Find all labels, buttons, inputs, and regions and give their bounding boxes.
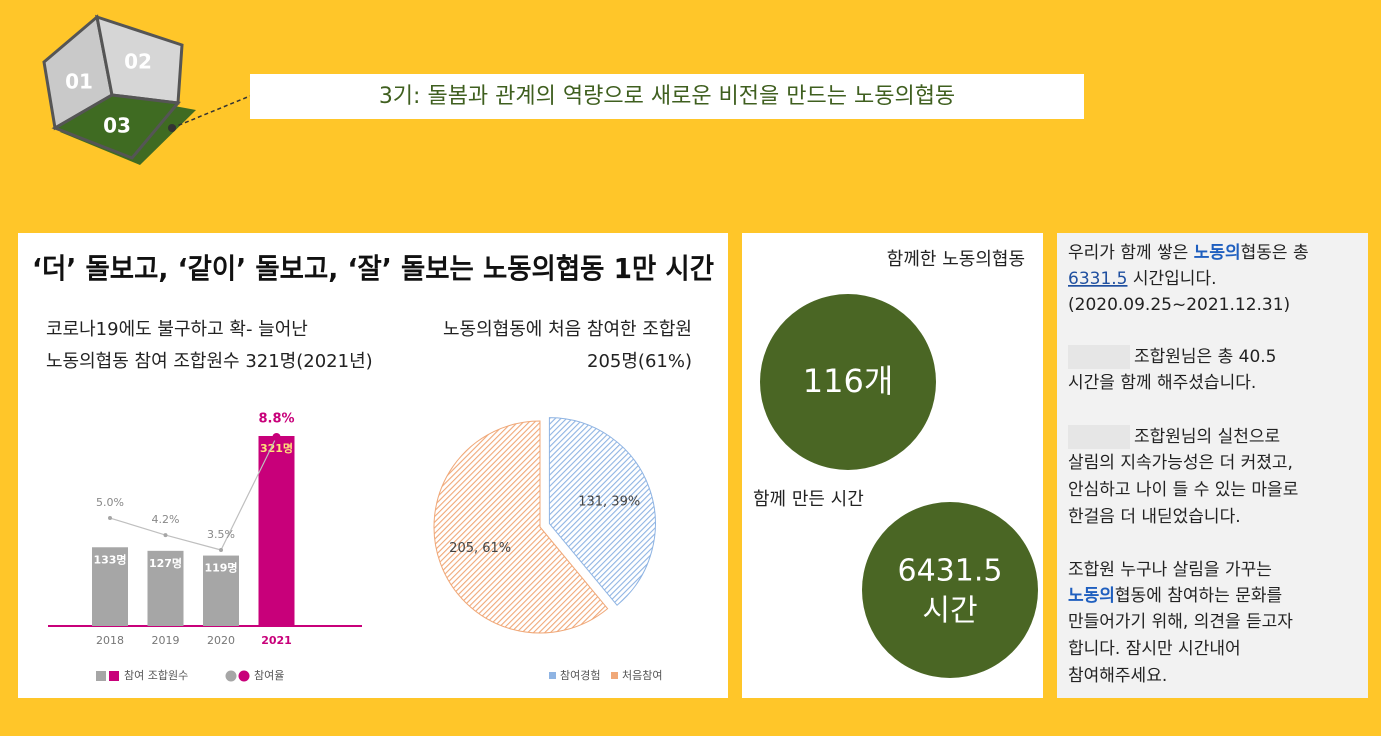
text: 협동은 총 (1241, 243, 1309, 263)
text: 우리가 함께 쌓은 (1068, 243, 1194, 263)
data-label: 3.5% (207, 528, 235, 541)
data-label: 205, 61% (449, 541, 511, 556)
rate-line (109, 436, 278, 551)
highlight: 노동의 (1068, 586, 1115, 606)
stat-value: 시간 (922, 594, 977, 629)
data-label: 8.8% (258, 412, 294, 427)
data-label: 131, 39% (578, 495, 640, 510)
bar (92, 547, 128, 626)
x-tick-label: 2018 (96, 634, 124, 647)
legend-label: 참여 조합원수 (124, 669, 188, 682)
x-tick-label: 2021 (261, 634, 292, 647)
legend-label: 참여경험 (560, 669, 600, 682)
bar (203, 555, 239, 626)
x-tick-label: 2020 (207, 634, 235, 647)
message-panel (1057, 233, 1368, 698)
message-line: 조합원님은 총 40.5 (1134, 347, 1277, 367)
cube-label: 03 (103, 114, 131, 138)
rate-point (272, 433, 281, 441)
legend-swatch (549, 672, 556, 679)
legend-swatch (225, 670, 237, 682)
rate-point (108, 516, 112, 521)
pie-slice (548, 417, 656, 606)
legend-label: 참여율 (254, 669, 284, 682)
cube-label: 02 (124, 50, 152, 74)
message-line: 시간을 함께 해주셨습니다. (1068, 373, 1256, 393)
message-line: 조합원 누구나 살림을 가꾸는 (1068, 560, 1272, 580)
data-label: 119명 (204, 561, 237, 575)
hours: 6331.5 (1068, 269, 1127, 289)
message-line: (2020.09.25~2021.12.31) (1068, 295, 1290, 315)
legend-swatch (238, 670, 250, 682)
data-label: 4.2% (152, 513, 180, 526)
chart-subtitle: 노동의협동에 처음 참여한 조합원 (443, 319, 692, 340)
data-label: 133명 (93, 552, 126, 566)
data-label: 5.0% (96, 496, 124, 509)
pie-slice (433, 420, 609, 634)
chart-subtitle: 코로나19에도 불구하고 확- 늘어난 (46, 319, 308, 340)
message-line: 살림의 지속가능성은 더 커졌고, (1068, 453, 1293, 473)
legend-swatch (109, 671, 119, 681)
cube-label: 01 (65, 70, 93, 94)
rate-point (219, 548, 223, 552)
message-line: 우리가 함께 쌓은 노동의협동은 총 (1068, 243, 1309, 263)
message-line: 6331.5 시간입니다. (1068, 269, 1217, 289)
data-label: 127명 (149, 556, 182, 570)
data-label: 321명 (260, 441, 293, 455)
infographic-title: ‘더’ 돌보고, ‘같이’ 돌보고, ‘잘’ 돌보는 노동의협동 1만 시간 (32, 252, 714, 285)
x-tick-label: 2019 (152, 634, 180, 647)
chart-subtitle: 노동의협동 참여 조합원수 321명(2021년) (46, 351, 373, 372)
chart-subtitle: 205명(61%) (587, 351, 692, 372)
cube-face (51, 93, 181, 160)
text: 시간입니다. (1127, 269, 1216, 289)
cube-icon: 01 02 03 (42, 14, 251, 165)
highlight: 노동의 (1194, 243, 1241, 263)
message-line: 안심하고 나이 들 수 있는 마을로 (1068, 480, 1298, 500)
message-line: 한걸음 더 내딛었습니다. (1068, 507, 1241, 527)
message-line: 합니다. 잠시만 시간내어 (1068, 639, 1241, 659)
legend-swatch (96, 671, 106, 681)
message-line: 조합원님의 실천으로 (1134, 427, 1280, 447)
stat-label: 함께 만든 시간 (753, 489, 864, 510)
bar (147, 550, 184, 626)
rate-point (163, 533, 168, 538)
message-line: 노동의협동에 참여하는 문화를 (1068, 586, 1282, 606)
legend-label: 처음참여 (622, 669, 662, 682)
header-title: 3기: 돌봄과 관계의 역량으로 새로운 비전을 만드는 노동의협동 (379, 84, 955, 109)
text: 협동에 참여하는 문화를 (1115, 586, 1282, 606)
bar (258, 436, 295, 626)
name-placeholder (1068, 345, 1130, 369)
stat-value: 6431.5 (898, 554, 1003, 589)
message-line: 참여해주세요. (1068, 666, 1167, 686)
message-line: 만들어가기 위해, 의견을 듣고자 (1068, 612, 1293, 632)
stat-circle (862, 502, 1038, 678)
legend-swatch (611, 672, 618, 679)
stat-label: 함께한 노동의협동 (887, 249, 1025, 270)
name-placeholder (1068, 425, 1130, 449)
header-banner (250, 74, 1084, 119)
connector-line (171, 95, 251, 129)
stat-value: 116개 (803, 362, 894, 400)
message: 우리가 함께 쌓은 노동의협동은 총 6331.5 시간입니다. (2020.0… (1068, 243, 1309, 686)
stat-circle (760, 294, 936, 470)
